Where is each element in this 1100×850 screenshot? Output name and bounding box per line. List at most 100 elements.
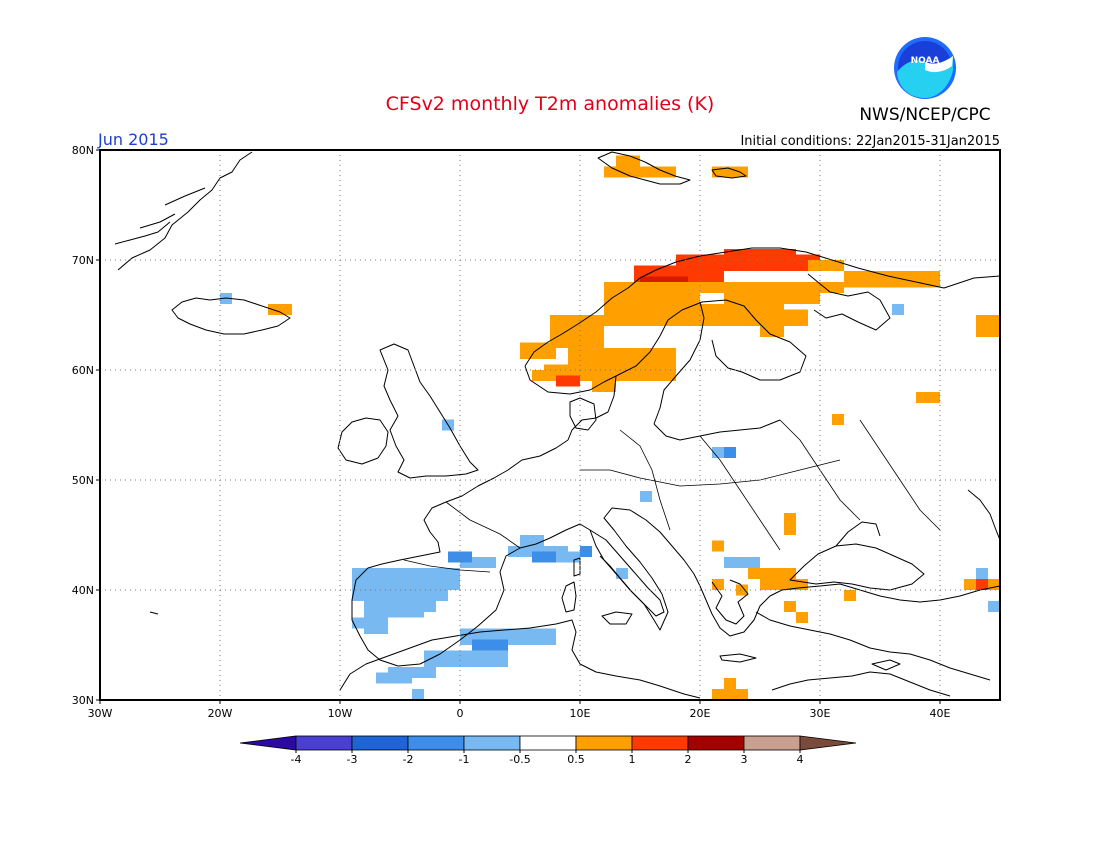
anomaly-cell [520,535,544,546]
colorbar-swatch [295,735,353,751]
anomaly-cell [364,579,460,590]
anomaly-cell [616,568,628,579]
anomaly-cell [532,370,556,381]
org-label: NWS/NCEP/CPC [859,105,990,125]
anomaly-cell [736,584,748,596]
anomaly-cell [580,546,592,557]
anomaly-cell [550,315,604,348]
anomaly-cell [784,601,796,612]
anomaly-cell [844,271,940,288]
anomaly-cell [376,590,448,601]
anomaly-cell [376,606,424,618]
lon-tick-label: 20W [208,707,233,720]
anomaly-cell [712,540,724,552]
lon-tick-label: 30W [88,707,113,720]
lat-tick-label: 60N [72,364,94,377]
colorbar-label: -0.5 [509,753,530,766]
anomaly-cell [988,601,1000,612]
lon-tick-label: 10W [328,707,353,720]
lon-tick-label: 40E [930,707,951,720]
colorbar-arrow-right [799,735,857,751]
anomaly-cell [520,342,556,359]
anomaly-cell [364,601,388,634]
lat-tick-label: 40N [72,584,94,597]
map-frame [99,149,1001,701]
colorbar-label: 4 [797,753,804,766]
lon-tick-label: 20E [690,707,711,720]
colorbar-legend: -4 -3 -2 -1 -0.5 0.5 1 2 3 4 [239,735,857,766]
anomaly-cell [760,304,784,337]
anomaly-cell [808,260,844,271]
anomaly-cells [220,155,1000,700]
anomaly-cell [712,166,748,178]
latitude-labels: 30N 40N 50N 60N 70N 80N [72,144,100,707]
anomaly-cell [424,650,508,667]
anomaly-cell [988,579,1000,590]
anomaly-cell [448,551,472,563]
anomaly-cell [724,678,736,695]
colorbar-swatch [407,735,465,751]
anomaly-cell [352,617,364,629]
anomaly-cell [352,579,376,601]
anomaly-cell [976,579,988,590]
noaa-logo-text: NOAA [911,56,940,66]
anomaly-cell [760,579,808,590]
anomaly-cell [592,375,616,392]
lat-tick-label: 30N [72,694,94,707]
anomaly-cell [712,579,724,590]
anomaly-cell [616,155,640,167]
anomaly-cell [724,249,796,260]
anomaly-cell [268,304,292,315]
lat-tick-label: 50N [72,474,94,487]
anomaly-cell [568,348,676,381]
anomaly-cell [544,364,580,376]
anomaly-cell [640,491,652,502]
lat-tick-label: 70N [72,254,94,267]
anomaly-cell [748,568,796,579]
longitude-labels: 30W 20W 10W 0 10E 20E 30E 40E [88,700,951,720]
colorbar-swatch [743,735,801,751]
anomaly-cell [784,513,796,535]
lon-tick-label: 30E [810,707,831,720]
colorbar-label: 2 [685,753,692,766]
anomaly-cell [724,557,760,568]
anomaly-cell [844,590,856,601]
anomaly-cell [604,166,676,178]
chart-title: CFSv2 monthly T2m anomalies (K) [386,93,715,115]
anomaly-cell [784,309,808,326]
lon-tick-label: 10E [570,707,591,720]
colorbar-swatch [463,735,521,751]
noaa-logo: NOAA [894,37,956,99]
anomaly-cell [724,447,736,458]
colorbar-swatch [351,735,409,751]
anomaly-cell [412,689,424,700]
colorbar-swatch [575,735,633,751]
anomaly-cell [598,359,610,370]
colorbar-label: -3 [347,753,358,766]
anomaly-cell [964,579,976,590]
anomaly-cell [700,282,844,293]
anomaly-cell [352,568,460,579]
anomaly-cell [556,551,580,563]
colorbar-label: -2 [403,753,414,766]
map-panel: 30N 40N 50N 60N 70N 80N 30W 20W 10W 0 10E 20E 30E 40… [72,144,1001,720]
anomaly-cell [532,551,556,563]
colorbar-swatch [519,735,577,751]
colorbar-swatch [631,735,689,751]
anomaly-cell [832,414,844,425]
lat-tick-label: 80N [72,144,94,157]
colorbar-label: 3 [741,753,748,766]
colorbar-label: -4 [291,753,302,766]
anomaly-cell [376,672,412,684]
colorbar-label: 1 [629,753,636,766]
anomaly-cell [976,315,1000,337]
anomaly-cell [976,568,988,579]
anomaly-cell [916,392,940,403]
colorbar-arrow-left [239,735,297,751]
colorbar-swatch [687,735,745,751]
anomaly-cell [796,612,808,623]
colorbar-label: -1 [459,753,470,766]
anomaly-cell [556,375,580,387]
month-label: Jun 2015 [97,130,169,149]
